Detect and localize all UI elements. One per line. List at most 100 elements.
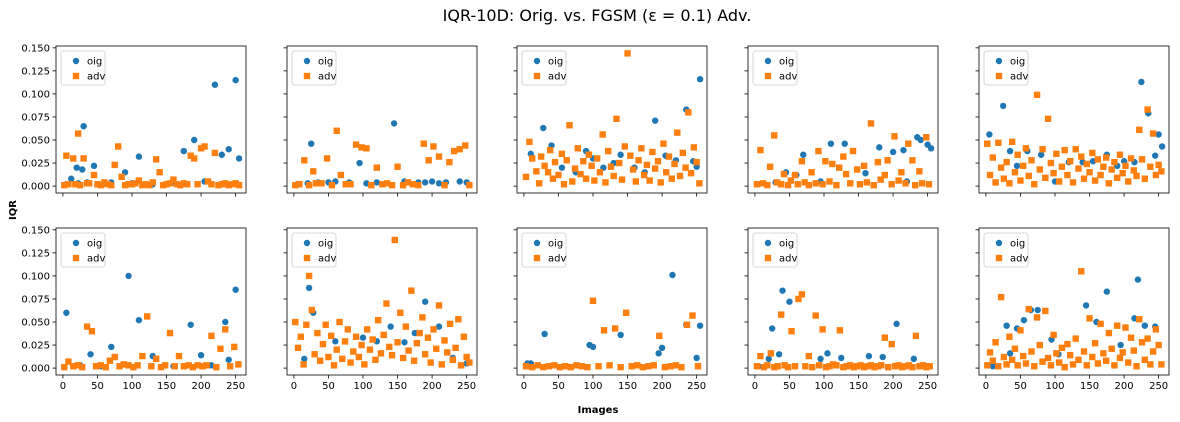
legend: oig adv — [752, 50, 797, 86]
adv-point — [621, 143, 628, 150]
adv-point — [815, 147, 822, 155]
adv-point — [1111, 158, 1118, 166]
x-tick-label: 150 — [618, 381, 637, 392]
adv-point — [1149, 348, 1157, 355]
y-tick-label: 0.150 — [21, 225, 50, 236]
adv-point — [925, 181, 933, 188]
adv-point — [674, 129, 681, 136]
orig-point — [401, 339, 408, 346]
adv-point — [867, 120, 875, 127]
x-tick-label: 150 — [1080, 381, 1099, 392]
adv-point — [836, 164, 843, 171]
adv-point — [888, 181, 895, 188]
adv-point — [197, 145, 205, 152]
adv-point — [685, 109, 692, 116]
adv-point — [757, 146, 764, 154]
legend-adv-marker — [533, 254, 541, 262]
adv-point — [1033, 91, 1041, 99]
adv-point — [840, 153, 847, 160]
adv-point — [363, 145, 370, 152]
adv-point — [74, 130, 82, 137]
adv-point — [1044, 115, 1052, 123]
orig-point — [435, 180, 443, 187]
adv-point — [874, 363, 882, 370]
adv-point — [457, 362, 465, 369]
subplot-1-5: oig adv — [975, 45, 1170, 197]
adv-point — [228, 181, 236, 188]
adv-point — [829, 160, 836, 168]
adv-point — [394, 339, 401, 346]
adv-point — [125, 362, 132, 369]
adv-point — [149, 179, 156, 186]
adv-point — [388, 181, 396, 189]
adv-point — [394, 163, 401, 170]
adv-point — [1028, 348, 1035, 355]
plot-frame — [286, 45, 478, 194]
adv-point — [560, 181, 568, 188]
orig-point — [225, 356, 232, 363]
adv-point — [204, 178, 212, 185]
adv-point — [63, 152, 70, 159]
subplot-grid: 0.000 0.025 0.050 0.075 0.100 0.125 0.150 oig ad… — [21, 43, 1170, 392]
orig-point — [359, 334, 367, 341]
adv-point — [328, 181, 336, 189]
legend-box — [752, 232, 798, 268]
adv-point — [885, 363, 892, 371]
adv-point — [208, 181, 215, 188]
orig-point — [827, 140, 835, 147]
adv-point — [569, 178, 576, 185]
adv-point — [760, 363, 768, 371]
adv-point — [842, 170, 850, 178]
adv-point — [170, 176, 177, 183]
adv-point — [408, 287, 415, 294]
orig-point — [986, 131, 993, 138]
adv-point — [860, 363, 868, 371]
adv-point — [319, 340, 327, 348]
adv-point — [435, 302, 443, 309]
orig-point — [876, 144, 883, 151]
legend-orig-marker — [72, 57, 80, 65]
adv-point — [1025, 172, 1032, 180]
adv-point — [622, 309, 630, 316]
subplot-2-5: 0 50 100 150 200 250 oig adv — [975, 227, 1170, 392]
adv-point — [373, 164, 381, 171]
adv-point — [895, 177, 902, 184]
adv-point — [595, 363, 602, 370]
legend-orig-label: oig — [87, 239, 102, 250]
adv-point — [134, 362, 141, 369]
adv-point — [819, 181, 826, 188]
legend-orig-marker — [533, 57, 541, 65]
plot-frame — [978, 227, 1170, 376]
adv-point — [322, 321, 329, 328]
legend-adv-label: adv — [548, 254, 566, 265]
adv-point — [986, 171, 994, 179]
adv-point — [157, 363, 165, 371]
adv-point — [139, 352, 146, 360]
orig-point — [1103, 288, 1111, 295]
adv-point — [1020, 162, 1027, 170]
adv-point — [425, 157, 432, 164]
adv-point — [413, 340, 421, 347]
adv-point — [798, 158, 806, 165]
adv-point — [1036, 341, 1043, 349]
adv-point — [308, 306, 316, 314]
orig-point — [862, 169, 869, 177]
adv-point — [794, 181, 801, 188]
adv-point — [358, 144, 365, 151]
subplot-1-3: oig adv — [513, 45, 708, 197]
legend-box — [60, 50, 106, 86]
plot-frame — [55, 45, 247, 194]
adv-point — [375, 316, 382, 324]
orig-point — [765, 355, 772, 363]
adv-point — [1083, 362, 1090, 369]
adv-point — [1067, 158, 1074, 165]
adv-point — [610, 172, 617, 180]
adv-point — [438, 361, 445, 368]
adv-point — [812, 312, 819, 319]
legend: oig adv — [983, 50, 1028, 86]
adv-point — [405, 347, 412, 354]
orig-point — [125, 272, 132, 280]
orig-point — [135, 153, 143, 160]
adv-point — [591, 177, 598, 184]
data-points — [292, 236, 473, 369]
